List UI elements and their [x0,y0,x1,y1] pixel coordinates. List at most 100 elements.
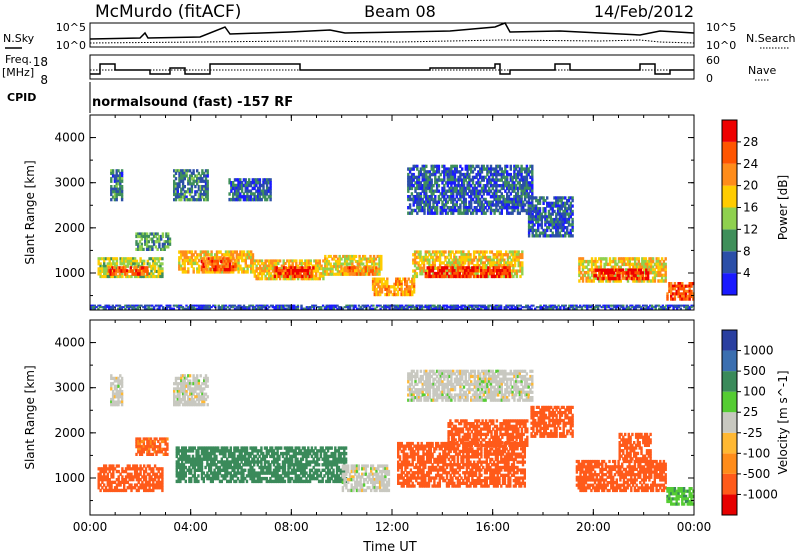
data-cell [388,308,390,310]
data-cell [310,275,312,278]
nave-tick-low: 0 [706,72,713,85]
data-cell [487,308,489,310]
data-cell [110,180,112,183]
data-cell [528,234,530,237]
data-cell [530,308,532,310]
data-cell [506,165,508,168]
data-cell [184,185,186,188]
data-cell [142,248,144,251]
data-cell [565,305,567,307]
data-cell [349,308,351,310]
data-cell [206,268,208,271]
data-cell [143,262,145,265]
y-axis-label: Slant Range [km] [23,160,37,264]
data-cell [582,279,584,282]
nave-tick-high: 60 [706,54,720,67]
data-cell [618,277,620,280]
data-cell [161,275,163,278]
data-cell [413,290,415,293]
data-cell [514,264,516,267]
data-cell [500,308,502,310]
data-cell [485,250,487,253]
data-cell [559,308,561,310]
data-cell [654,279,656,282]
station-title: McMurdo (fitACF) [95,2,241,22]
y-tick-label: 2000 [54,221,85,235]
noise-tick-right-high: 10^5 [706,21,736,34]
data-cell [146,272,148,276]
data-cell [571,213,573,216]
data-cell [665,279,667,282]
data-cell [198,270,200,273]
data-cell [521,256,523,259]
data-cell [169,243,171,246]
data-cell [381,290,383,293]
data-cell [444,250,446,253]
data-cell [476,275,478,278]
cpid-value: normalsound (fast) -157 RF [92,95,293,110]
data-cell [184,267,186,270]
data-cell [207,174,209,177]
data-cell [161,257,163,260]
data-cell [126,272,128,276]
data-cell [161,262,163,265]
data-cell [173,308,175,310]
cpid-label: CPID [7,91,36,104]
data-cell [269,198,271,201]
data-cell [121,180,123,183]
data-cell [151,248,153,251]
data-cell [237,270,239,273]
noise-tick-left-high: 10^5 [56,21,86,34]
data-cell [516,275,518,278]
nsearch-label: N.Search [746,32,796,45]
data-cell [121,198,123,201]
data-cell [204,263,206,266]
freq-label: Freq. [5,53,32,66]
data-cell [638,277,640,280]
data-cell [232,257,234,260]
data-cell [674,298,676,301]
y-tick-label: 1000 [54,266,85,280]
data-cell [571,199,573,202]
data-cell [118,464,120,467]
noise-tick-right-low: 10^0 [706,39,736,52]
data-cell [187,267,189,270]
noise-strip [90,23,694,47]
date-title: 14/Feb/2012 [594,2,694,21]
data-cell [480,269,482,272]
data-cell [602,277,604,280]
data-cell [510,167,512,170]
data-cell [436,212,438,215]
data-cell [198,267,200,270]
data-cell [453,269,455,272]
data-cell [461,167,463,170]
data-cell [153,308,155,310]
data-cell [581,308,583,310]
freq-unit-label: [MHz] [2,66,34,79]
data-cell [476,269,478,272]
data-cell [274,275,276,278]
data-cell [355,255,357,258]
data-cell [193,270,195,273]
data-cell [158,308,160,310]
y-tick-label: 4000 [54,131,85,145]
data-cell [521,272,523,275]
data-cell [375,269,377,273]
data-region [135,232,171,251]
data-region [173,169,209,201]
data-cell [320,308,322,310]
data-cell [546,196,548,199]
data-region [342,266,378,276]
data-cell [665,257,667,260]
data-cell [485,275,487,278]
data-cell [397,293,399,296]
data-cell [509,275,511,278]
data-cell [297,308,299,310]
data-cell [248,308,250,310]
data-cell [571,229,573,232]
data-cell [116,198,118,201]
nave-label: Nave [748,64,776,77]
data-cell [423,212,425,215]
